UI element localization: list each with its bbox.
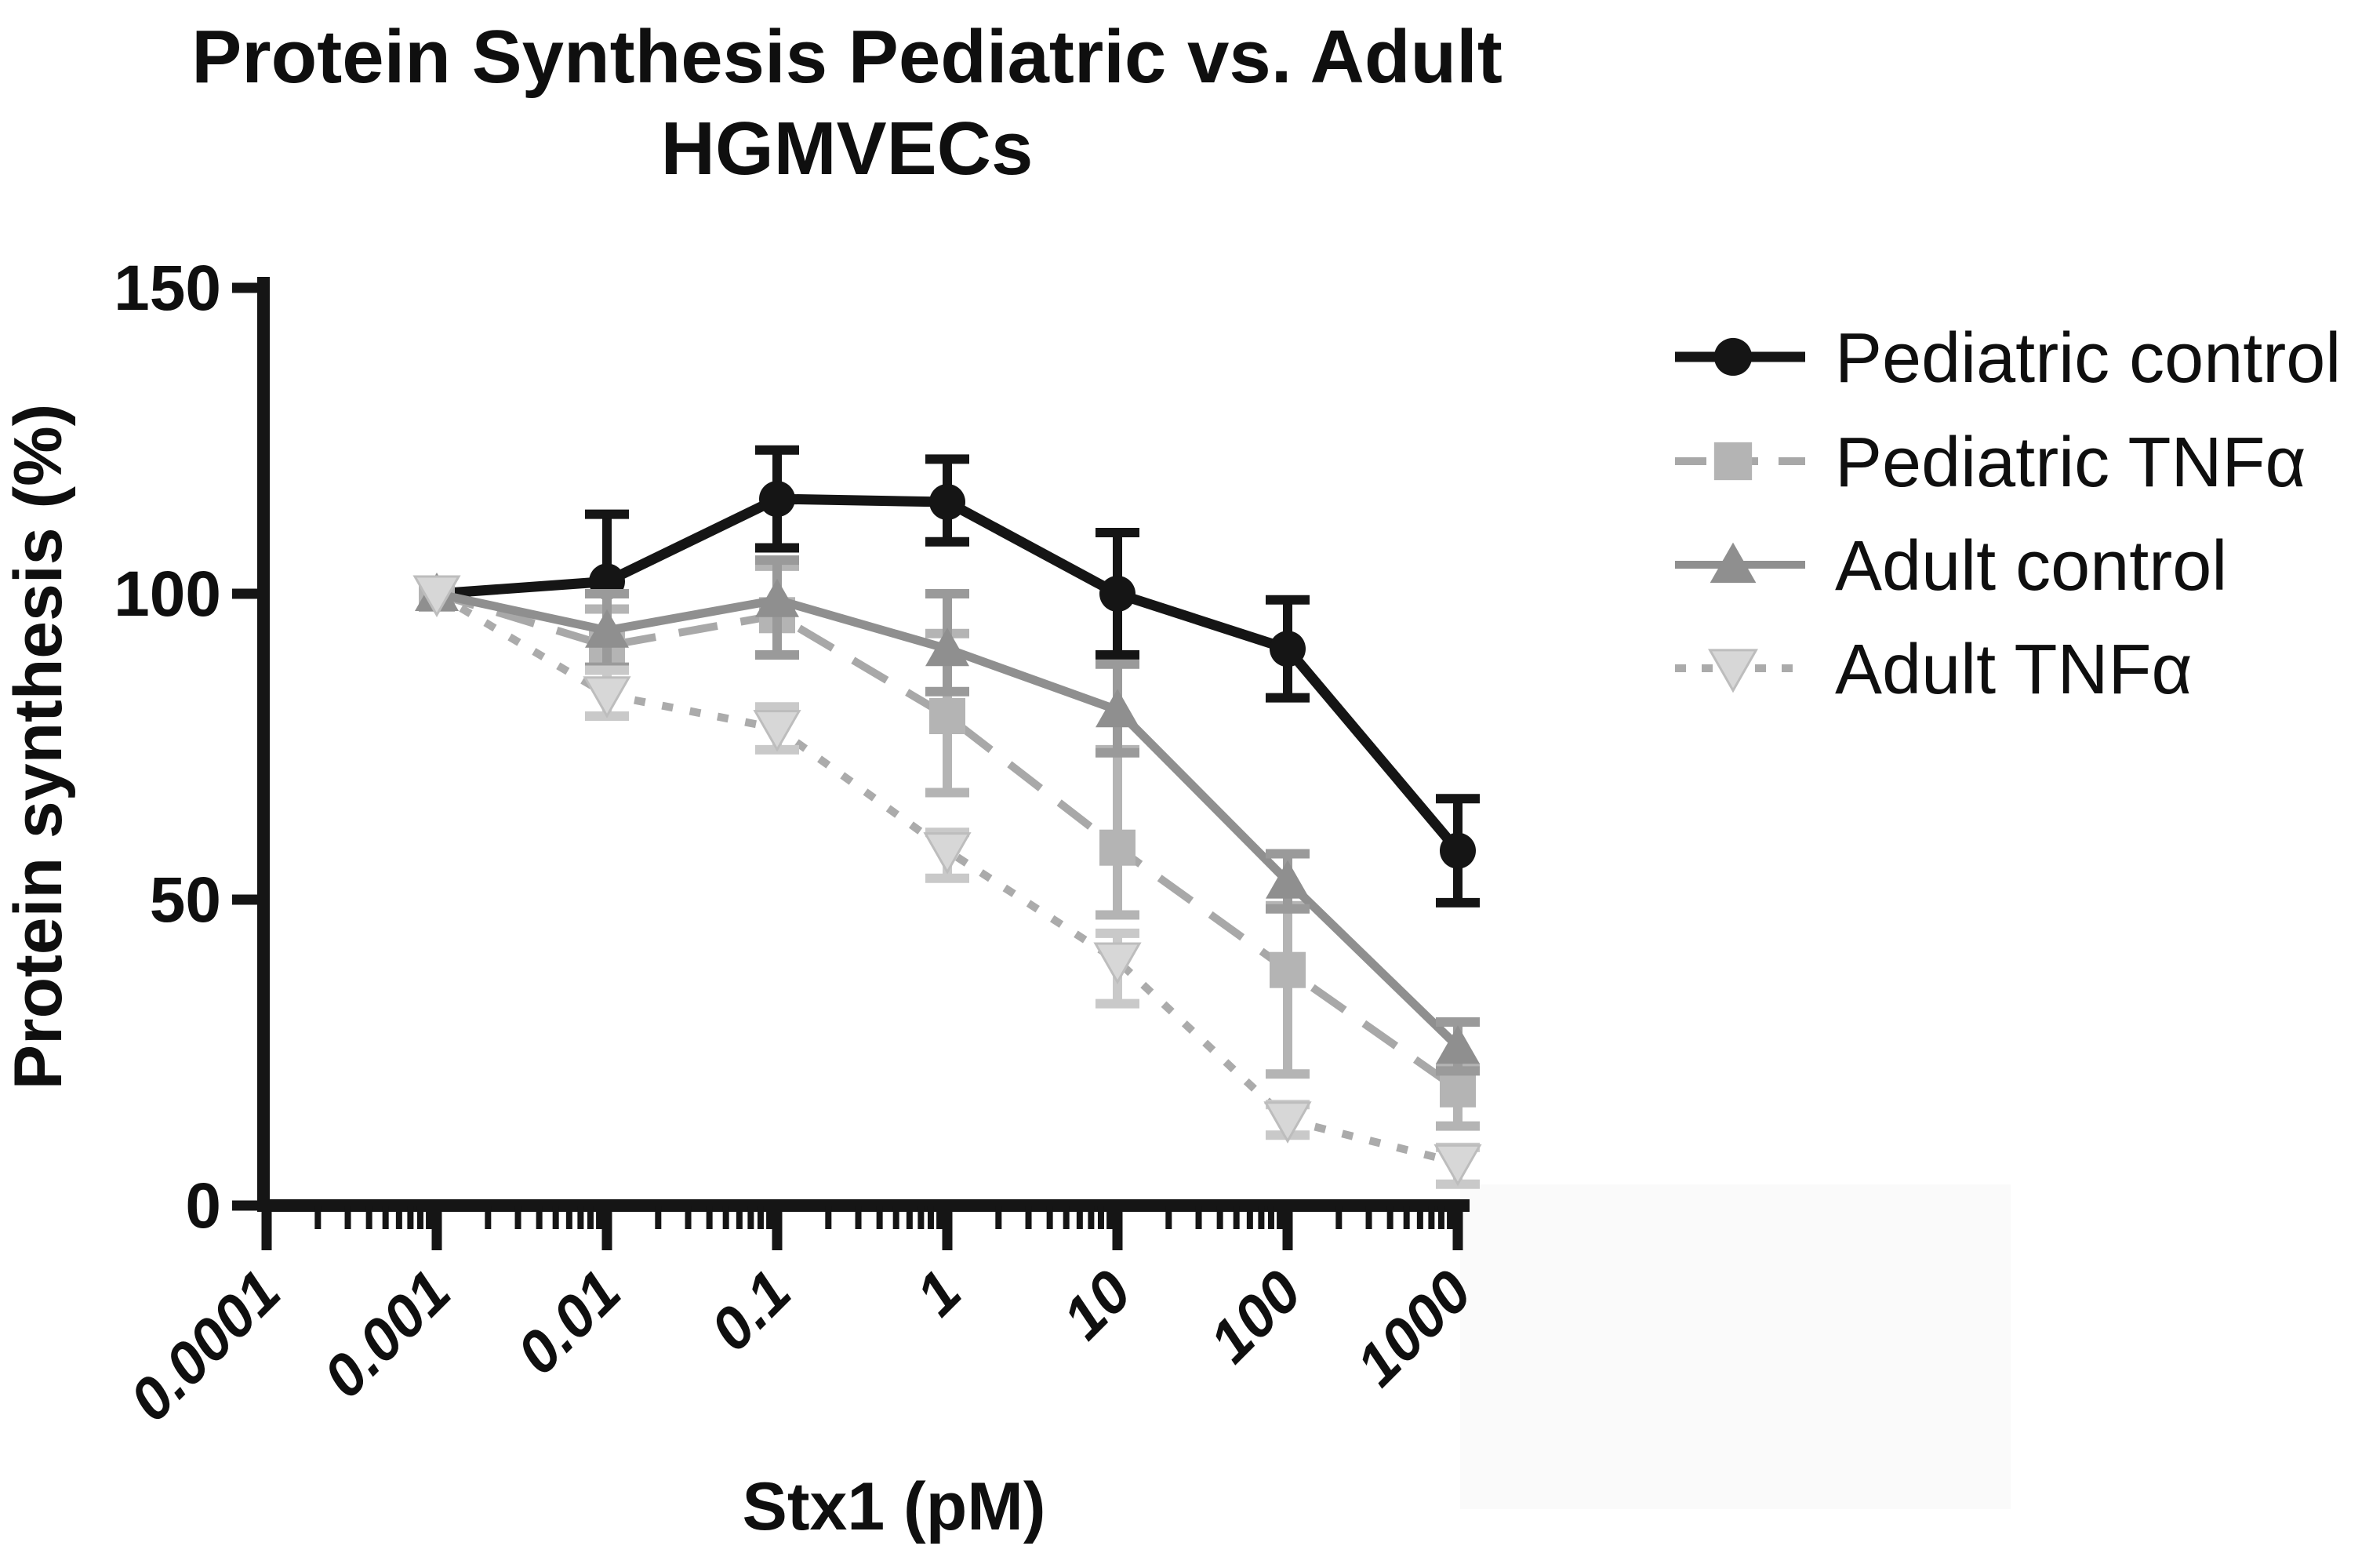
data-point-marker xyxy=(1266,860,1310,899)
error-bar xyxy=(1266,900,1310,1079)
x-tick-label: 0.0001 xyxy=(118,1258,293,1434)
data-point-marker xyxy=(923,832,972,875)
data-point-marker xyxy=(759,481,795,518)
data-point-marker xyxy=(1270,951,1306,988)
series-adult-control xyxy=(415,555,1480,1076)
data-point-marker xyxy=(1099,576,1135,612)
data-point-marker xyxy=(1713,337,1753,376)
data-point-marker xyxy=(1270,631,1306,667)
data-point-marker xyxy=(1713,442,1753,481)
data-point-marker xyxy=(1440,1071,1476,1108)
data-point-marker xyxy=(1093,942,1142,985)
data-point-marker xyxy=(585,609,629,648)
chart-title-line1: Protein Synthesis Pediatric vs. Adult xyxy=(191,15,1502,99)
legend-item-pediatric-control: Pediatric control xyxy=(1675,319,2341,398)
background-artifact xyxy=(1460,1184,2011,1509)
data-point-marker xyxy=(929,484,965,520)
data-point-marker xyxy=(753,710,801,752)
triangle-up-marker-icon xyxy=(1675,542,1805,584)
data-point-marker xyxy=(1096,689,1139,728)
x-tick-label: 1 xyxy=(903,1258,974,1329)
legend: Pediatric control Pediatric TNFα Adult c… xyxy=(1675,319,2341,709)
triangle-down-marker-icon xyxy=(1675,649,1805,693)
legend-item-adult-tnfa: Adult TNFα xyxy=(1675,631,2193,709)
y-tick-label: 150 xyxy=(114,253,221,324)
x-tick-label: 0.001 xyxy=(311,1258,463,1411)
data-point-marker xyxy=(1708,649,1758,693)
x-axis-title: Stx1 (pM) xyxy=(743,1469,1046,1544)
data-point-marker xyxy=(1099,829,1135,866)
data-point-marker xyxy=(1440,832,1476,869)
data-point-marker xyxy=(929,698,965,734)
data-point-marker xyxy=(1436,1025,1480,1064)
legend-item-label: Adult TNFα xyxy=(1835,631,2193,709)
circle-marker-icon xyxy=(1675,337,1805,376)
data-point-marker xyxy=(1433,1144,1482,1187)
data-point-marker xyxy=(412,575,461,618)
legend-item-adult-control: Adult control xyxy=(1675,527,2227,606)
y-tick-label: 50 xyxy=(150,864,221,936)
legend-item-pediatric-tnfa: Pediatric TNFα xyxy=(1675,424,2306,502)
x-tick-label: 0.1 xyxy=(698,1258,804,1364)
x-tick-label: 0.01 xyxy=(504,1258,634,1388)
data-point-marker xyxy=(1710,542,1757,584)
y-tick-label: 100 xyxy=(114,558,221,630)
legend-item-label: Pediatric control xyxy=(1835,319,2341,398)
series-layer xyxy=(412,445,1482,1189)
y-tick-label: 0 xyxy=(185,1170,221,1242)
x-tick-label: 100 xyxy=(1197,1258,1314,1376)
data-point-marker xyxy=(755,578,799,617)
data-point-marker xyxy=(583,676,631,718)
y-axis-title: Protein synthesis (%) xyxy=(1,404,76,1090)
legend-item-label: Adult control xyxy=(1835,527,2227,606)
x-tick-label: 10 xyxy=(1050,1258,1144,1352)
square-marker-icon xyxy=(1675,442,1805,481)
data-point-marker xyxy=(925,627,969,667)
data-point-marker xyxy=(1263,1101,1312,1144)
legend-item-label: Pediatric TNFα xyxy=(1835,424,2306,502)
chart-title-line2: HGMVECs xyxy=(661,107,1034,191)
series-pediatric-control xyxy=(419,445,1480,907)
series-adult-tnf xyxy=(412,575,1482,1189)
